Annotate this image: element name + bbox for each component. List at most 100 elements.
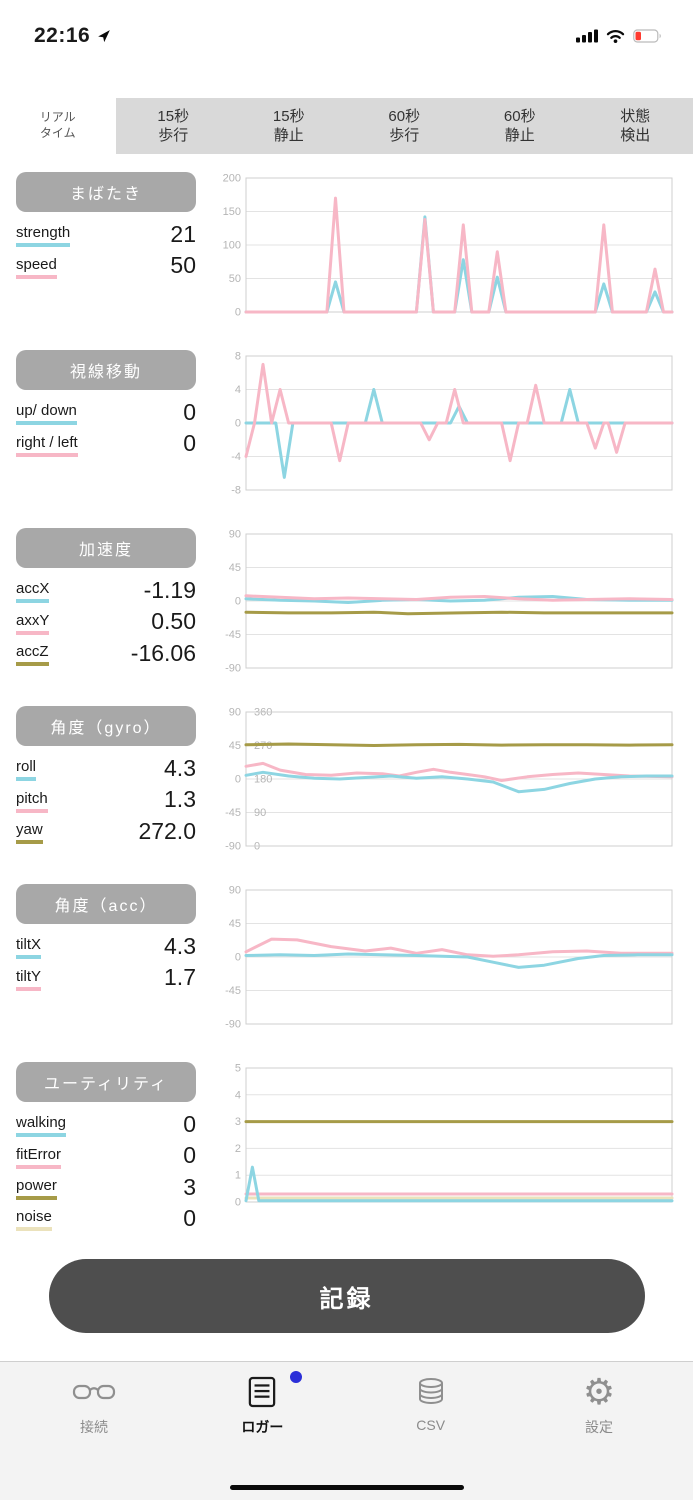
metric-name: walking	[16, 1114, 67, 1138]
section-acceleration: 加速度 accX -1.19 axxY 0.50 accZ -16.06 90 4…	[0, 528, 693, 680]
section-title-badge: 視線移動	[16, 350, 196, 390]
metric-row: yaw 272.0	[16, 817, 196, 844]
record-button[interactable]: 記録	[48, 1259, 645, 1334]
svg-text:-90: -90	[225, 663, 241, 675]
metric-row: walking 0	[16, 1111, 196, 1138]
svg-text:0: 0	[235, 1197, 241, 1209]
svg-text:45: 45	[229, 918, 241, 930]
svg-text:0: 0	[235, 952, 241, 964]
battery-icon	[633, 29, 661, 43]
eye-movement-chart: 8 4 0 -4 -8	[231, 351, 674, 497]
nav-item-csv[interactable]: CSV	[389, 1374, 473, 1437]
tab-15s-still[interactable]: 15秒 静止	[231, 98, 347, 154]
tab-label-line1: 状態	[620, 107, 651, 125]
metric-row: right / left 0	[16, 430, 196, 457]
metric-row: strength 21	[16, 221, 196, 248]
tab-label-line2: 歩行	[389, 127, 420, 144]
tab-label-line2: 歩行	[158, 127, 189, 144]
location-arrow-icon	[98, 30, 111, 43]
nav-label: 設定	[584, 1419, 613, 1435]
section-angle-acc: 角度（acc） tiltX 4.3 tiltY 1.7 90 45 0 -45 -90	[0, 884, 693, 1036]
metric-row: roll 4.3	[16, 755, 196, 782]
svg-text:45: 45	[229, 740, 241, 752]
blink-chart: 200 150 100 50 0	[223, 173, 674, 319]
svg-text:0: 0	[235, 596, 241, 608]
metric-value: 4.3	[164, 755, 196, 781]
section-title-badge: ユーティリティ	[16, 1062, 196, 1102]
svg-text:8: 8	[235, 351, 241, 363]
svg-text:180: 180	[254, 774, 272, 786]
metric-value: 1.3	[164, 786, 196, 813]
metric-value: 50	[170, 252, 196, 279]
nav-item-settings[interactable]: ⚙ 設定	[557, 1374, 641, 1437]
svg-text:0: 0	[235, 307, 241, 319]
bottom-nav-bar: 接続 ロガー	[0, 1361, 693, 1500]
svg-text:0: 0	[235, 418, 241, 430]
svg-text:90: 90	[229, 529, 241, 541]
svg-text:90: 90	[254, 807, 266, 819]
tab-label-line1: 60秒	[388, 107, 421, 125]
section-utility: ユーティリティ walking 0 fitError 0 power 3 noi…	[0, 1062, 693, 1232]
svg-text:-8: -8	[231, 485, 241, 497]
metric-name: tiltX	[16, 936, 42, 960]
svg-text:-45: -45	[225, 985, 241, 997]
metric-row: tiltY 1.7	[16, 964, 196, 991]
metric-value: 0	[183, 399, 196, 425]
tab-label-line1: リアル	[39, 110, 76, 125]
tab-label-line1: 60秒	[503, 107, 536, 125]
tab-label-line2: タイム	[39, 126, 76, 140]
svg-text:-90: -90	[225, 841, 241, 853]
logger-icon	[248, 1371, 303, 1410]
status-bar: 22:16	[0, 0, 693, 58]
tab-label-line2: 静止	[273, 127, 304, 144]
svg-text:100: 100	[223, 240, 241, 252]
wifi-icon	[606, 30, 625, 43]
metric-row: power 3	[16, 1174, 196, 1200]
tab-60s-walk[interactable]: 60秒 歩行	[347, 98, 463, 154]
section-title-badge: 加速度	[16, 528, 196, 568]
metric-value: 272.0	[138, 817, 196, 844]
tab-15s-walk[interactable]: 15秒 歩行	[116, 98, 232, 154]
svg-text:5: 5	[235, 1063, 241, 1075]
notification-dot	[290, 1371, 303, 1383]
metric-row: axxY 0.50	[16, 608, 196, 635]
nav-label: CSV	[416, 1417, 446, 1433]
metric-row: pitch 1.3	[16, 786, 196, 813]
tab-realtime[interactable]: リアル タイム	[0, 98, 116, 154]
svg-text:1: 1	[235, 1170, 241, 1182]
svg-text:50: 50	[229, 273, 241, 285]
metric-name: tiltY	[16, 968, 42, 991]
metric-value: 21	[170, 221, 196, 247]
metric-row: speed 50	[16, 252, 196, 279]
metric-value: -16.06	[130, 639, 196, 666]
section-blink: まばたき strength 21 speed 50 200 150 100 50 0	[0, 172, 693, 324]
metric-row: fitError 0	[16, 1142, 196, 1169]
sensor-sections: まばたき strength 21 speed 50 200 150 100 50 0 視…	[0, 154, 693, 1334]
metric-name: fitError	[16, 1146, 61, 1169]
tab-state-detect[interactable]: 状態 検出	[578, 98, 693, 154]
metric-row: noise 0	[16, 1205, 196, 1232]
metric-value: 4.3	[164, 933, 196, 959]
section-title-badge: 角度（acc）	[16, 884, 196, 924]
tab-label-line1: 15秒	[157, 107, 190, 125]
metric-name: pitch	[16, 790, 48, 813]
metric-name: speed	[16, 256, 57, 279]
cellular-signal-icon	[576, 29, 598, 43]
metric-value: -1.19	[143, 577, 196, 603]
svg-text:3: 3	[235, 1116, 241, 1128]
metric-row: up/ down 0	[16, 399, 196, 426]
nav-item-logger[interactable]: ロガー	[220, 1371, 304, 1437]
metric-value: 0	[183, 1111, 196, 1137]
csv-icon	[416, 1374, 446, 1410]
metric-name: axxY	[16, 612, 50, 635]
tab-label-line1: 15秒	[272, 107, 305, 125]
section-title-badge: 角度（gyro）	[16, 706, 196, 746]
status-time: 22:16	[34, 24, 91, 47]
section-angle-gyro: 角度（gyro） roll 4.3 pitch 1.3 yaw 272.0 90…	[0, 706, 693, 858]
nav-item-connect[interactable]: 接続	[52, 1374, 136, 1437]
tab-60s-still[interactable]: 60秒 静止	[462, 98, 578, 154]
metric-name: yaw	[16, 821, 43, 844]
home-indicator[interactable]	[229, 1485, 464, 1490]
svg-text:4: 4	[235, 384, 241, 396]
